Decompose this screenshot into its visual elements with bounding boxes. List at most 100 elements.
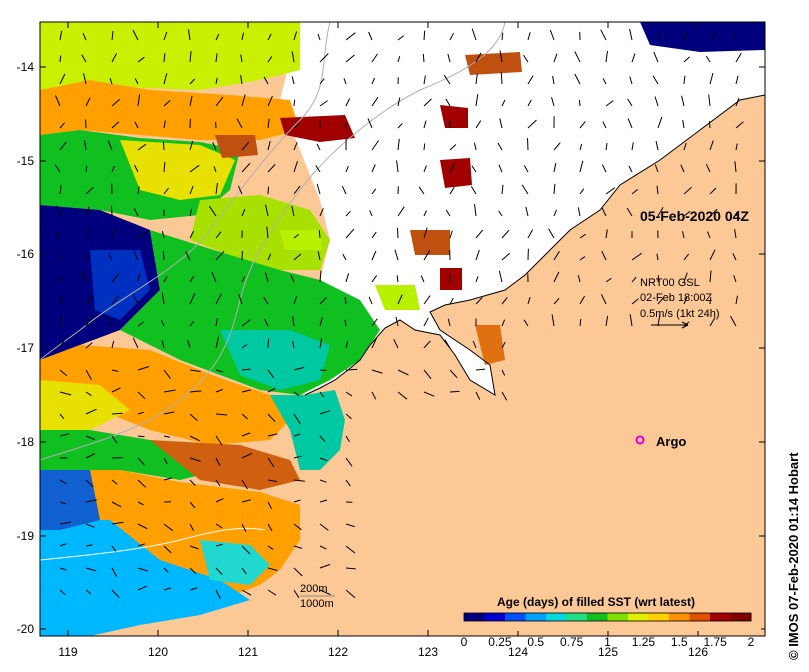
current-arrow [85,253,90,261]
current-arrow [553,142,561,151]
current-arrow [577,275,581,283]
current-arrow [705,164,711,173]
current-arrow [601,250,607,261]
current-arrow [653,51,659,63]
current-arrow [241,368,251,371]
current-arrow [527,75,534,85]
current-arrow [241,479,248,490]
colorbar-label: 1.5 [671,635,688,649]
lat-tick-label: -14 [17,60,35,74]
current-arrow [553,209,557,217]
current-arrow [735,210,740,217]
current-arrow [134,78,139,85]
current-arrow [345,589,356,599]
credit-label: © IMOS 07-Feb-2020 01:14 Hobart [786,452,801,660]
current-arrow [551,97,555,107]
current-arrow [553,53,558,63]
current-arrow [525,206,529,217]
current-arrow [163,457,168,465]
current-arrow [631,142,634,151]
lon-tick-label: 125 [598,645,618,659]
timestamp-label: 05-Feb-2020 04Z [640,208,749,224]
current-arrow [471,165,477,173]
current-arrow [527,32,531,41]
current-arrow [601,164,607,173]
current-arrow [709,187,717,195]
current-arrow [137,186,140,195]
current-arrow [443,74,451,85]
current-arrow [59,184,62,195]
sst-patch-brown-1 [465,52,522,75]
current-arrow [735,52,742,63]
current-arrow [163,523,174,532]
current-vectors [54,28,744,600]
current-arrow [627,118,633,129]
current-arrow [293,391,300,397]
colorbar-strip [464,613,752,621]
current-arrow [137,523,148,530]
current-arrow [59,501,66,505]
current-arrow [241,319,251,327]
current-arrow [602,121,607,129]
current-arrow [188,29,191,41]
current-arrow [367,118,373,129]
current-arrow [707,231,711,239]
current-arrow [319,369,327,371]
current-arrow [577,207,581,217]
current-arrow [85,165,88,173]
current-arrow [264,272,269,283]
sst-patch-brown-2 [215,135,258,158]
current-arrow [59,295,63,305]
current-arrow [213,166,217,173]
current-arrow [85,97,91,107]
current-arrow [418,186,425,195]
sst-patch-brown-3 [410,230,450,255]
colorbar-segment [607,613,629,621]
current-arrow [319,545,327,550]
current-arrow [657,206,664,217]
current-arrow [111,53,118,63]
current-arrow [423,295,431,305]
current-arrow [293,160,298,173]
current-arrow [267,56,273,63]
current-arrow [59,433,70,437]
current-arrow [215,498,224,503]
current-arrow [579,188,585,195]
current-arrow [475,52,482,63]
current-arrow [471,28,477,41]
current-arrow [683,56,690,63]
current-arrow [317,33,321,41]
current-arrow [735,121,744,129]
current-arrow [397,294,403,305]
sst-patch-navy-ne [640,22,765,52]
current-arrow [657,314,661,327]
current-arrow [293,253,302,261]
current-arrow [83,73,87,85]
current-arrow [215,435,223,446]
current-arrow [85,342,93,349]
current-arrow [371,164,376,173]
lon-tick-label: 120 [148,645,168,659]
current-arrow [137,391,146,400]
sst-patch-brown-s [150,440,300,490]
current-arrow [56,205,61,217]
current-arrow [267,413,276,423]
current-arrow [163,161,166,173]
current-arrow [631,189,639,195]
current-arrow [215,77,218,85]
current-arrow [189,140,194,151]
lat-tick-label: -16 [17,247,35,261]
current-arrow [267,501,273,510]
current-arrow [475,276,479,283]
current-arrow [241,94,246,107]
current-arrow [267,433,278,437]
current-arrow [267,33,272,41]
sst-patch-teal-s [270,390,345,470]
current-arrow [293,499,301,503]
current-arrow [137,272,140,283]
current-arrow [133,251,139,261]
current-arrow [342,253,347,261]
current-arrow [629,28,633,41]
current-arrow [371,96,379,107]
current-arrow [267,253,272,261]
